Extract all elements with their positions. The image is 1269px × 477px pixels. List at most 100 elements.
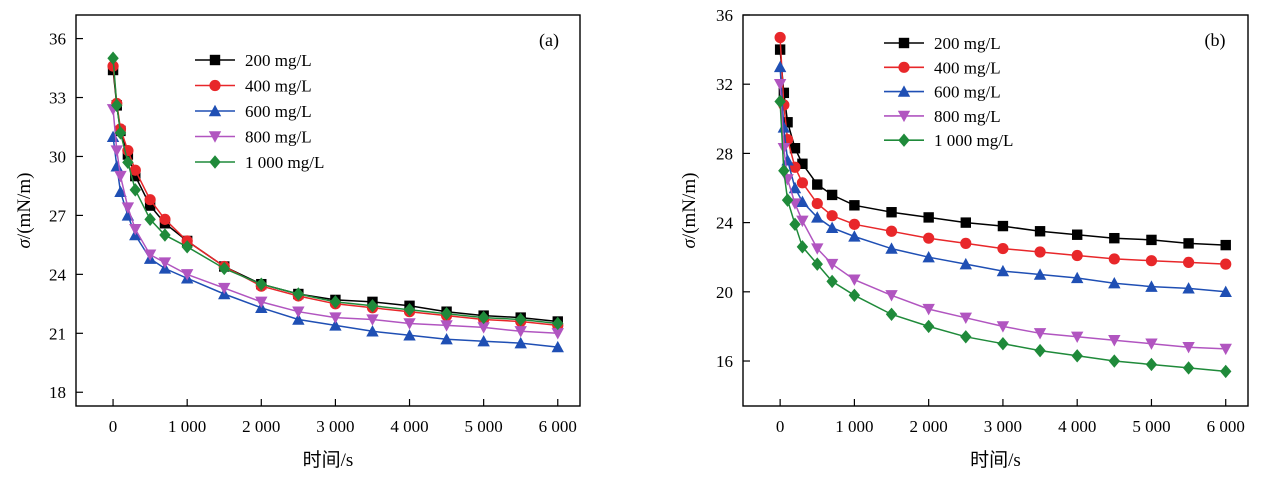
data-point [826, 210, 838, 222]
data-point [515, 312, 527, 327]
data-point [551, 340, 564, 353]
x-tick-label: 5 000 [465, 417, 503, 436]
legend-marker [897, 85, 911, 97]
data-point [885, 290, 898, 302]
series-5 [774, 94, 1232, 379]
data-point [848, 218, 860, 230]
data-point [366, 314, 379, 326]
data-point [110, 160, 123, 172]
data-point [797, 158, 808, 169]
series-line [112, 58, 558, 325]
data-point [782, 117, 793, 128]
y-axis-label: σ/(mN/m) [14, 173, 35, 249]
legend-entry: 600 mg/L [884, 83, 1001, 102]
y-tick-label: 21 [49, 324, 66, 343]
data-point [180, 269, 194, 281]
data-point [777, 121, 791, 133]
data-point [1108, 354, 1121, 368]
data-point [551, 328, 564, 340]
data-point [997, 220, 1009, 232]
y-tick-label: 24 [716, 214, 734, 233]
y-tick-label: 36 [716, 6, 733, 25]
data-point [1071, 229, 1083, 240]
series-line [112, 69, 558, 323]
data-point [826, 189, 838, 201]
data-point [796, 215, 809, 228]
legend-entry: 1 000 mg/L [195, 153, 324, 172]
data-point [218, 261, 230, 276]
data-point [1034, 343, 1046, 358]
legend-label: 600 mg/L [934, 83, 1001, 102]
data-point [114, 185, 127, 198]
data-point [130, 170, 141, 182]
panel-label: (b) [1205, 30, 1226, 51]
legend-entry: 400 mg/L [884, 58, 1001, 77]
legend-label: 800 mg/L [245, 128, 312, 147]
series-5 [107, 51, 564, 331]
data-point [1220, 364, 1232, 379]
legend-entry: 600 mg/L [195, 102, 312, 121]
data-point [1220, 258, 1232, 270]
data-point [329, 312, 342, 324]
data-point [403, 303, 416, 317]
data-point [1146, 234, 1157, 246]
data-point [789, 143, 801, 154]
data-point [366, 325, 379, 337]
series-1 [107, 64, 563, 327]
series-4 [106, 104, 564, 340]
data-point [440, 306, 453, 321]
y-tick-label: 32 [716, 75, 733, 94]
y-tick-label: 16 [716, 352, 733, 371]
data-point [826, 274, 838, 289]
legend-label: 200 mg/L [245, 51, 312, 70]
data-point [144, 194, 156, 206]
legend-label: 400 mg/L [245, 77, 312, 96]
data-point [825, 221, 839, 234]
data-point [122, 155, 134, 170]
y-tick-label: 20 [716, 283, 733, 302]
data-point [796, 195, 809, 208]
data-point [121, 202, 135, 214]
data-point [477, 334, 490, 347]
data-point [1070, 271, 1084, 284]
data-point [774, 94, 786, 109]
data-point [144, 200, 156, 211]
y-axis-unit: /(mN/m) [14, 173, 35, 240]
data-point [811, 257, 823, 271]
data-point [811, 197, 823, 210]
data-point [1145, 255, 1158, 267]
data-point [773, 60, 787, 73]
data-point [997, 337, 1009, 351]
series-line [779, 66, 1226, 293]
y-tick-label: 33 [49, 89, 66, 108]
data-point [292, 313, 305, 325]
data-point [255, 277, 267, 291]
chart-panel-b: 0 1 000 2 000 3 000 4 000 5 000 6 000 16 20 24 28 3… [679, 6, 1249, 471]
data-point [1183, 238, 1194, 249]
data-point [796, 240, 809, 254]
y-tick-label: 30 [49, 147, 66, 166]
data-point [960, 330, 972, 344]
data-point [1108, 253, 1120, 265]
data-point [1034, 246, 1046, 258]
data-point [774, 31, 786, 44]
series-4 [773, 79, 1232, 356]
legend-entry: 800 mg/L [884, 107, 1001, 126]
data-point [848, 274, 861, 286]
data-point [143, 249, 157, 261]
x-tick-label: 0 [776, 417, 785, 436]
x-axis-label: 时间/s [970, 449, 1021, 471]
data-point [129, 183, 141, 197]
data-point [773, 79, 787, 91]
y-tick-label: 24 [49, 265, 67, 284]
data-point [1108, 276, 1121, 289]
data-point [1182, 282, 1195, 294]
data-point [1182, 341, 1195, 354]
data-point [848, 230, 861, 242]
data-point [825, 258, 839, 271]
plot-frame [742, 14, 1249, 407]
x-axis-label: 时间/s [303, 449, 354, 471]
data-point [329, 319, 342, 331]
legend-entry: 200 mg/L [195, 51, 312, 70]
data-point [514, 326, 527, 338]
